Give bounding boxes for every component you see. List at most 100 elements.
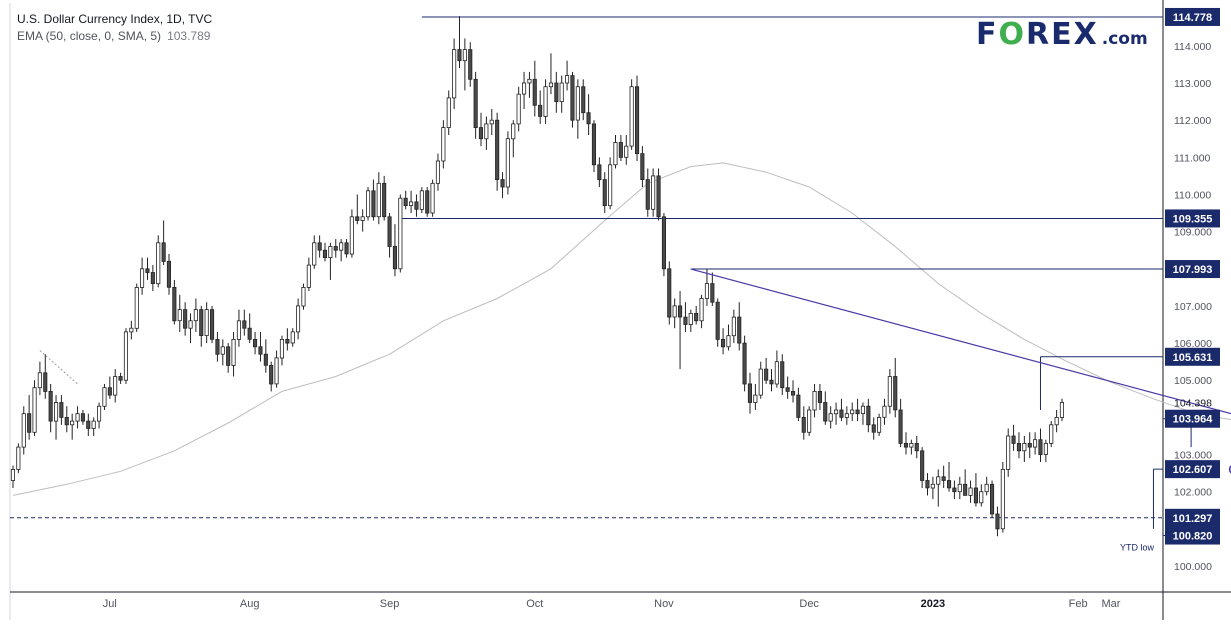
candle[interactable]: [1059, 398, 1065, 422]
candle[interactable]: [807, 406, 812, 436]
candle[interactable]: [882, 398, 887, 425]
candle[interactable]: [791, 380, 796, 403]
candle[interactable]: [629, 79, 634, 150]
candle[interactable]: [737, 302, 742, 351]
candle[interactable]: [220, 339, 225, 366]
candle[interactable]: [979, 484, 984, 507]
candle[interactable]: [489, 109, 494, 136]
candle[interactable]: [86, 413, 91, 436]
candle[interactable]: [446, 90, 451, 136]
candle[interactable]: [898, 398, 903, 448]
level-price-label[interactable]: 109.355: [1165, 209, 1220, 228]
trendline[interactable]: [690, 268, 1231, 417]
candle[interactable]: [392, 224, 397, 277]
candle[interactable]: [602, 172, 607, 214]
candle[interactable]: [495, 112, 500, 191]
candle[interactable]: [91, 417, 96, 436]
candle[interactable]: [726, 324, 731, 351]
candle[interactable]: [365, 187, 371, 221]
candle[interactable]: [973, 473, 978, 507]
candle[interactable]: [247, 313, 252, 344]
candle[interactable]: [527, 71, 532, 98]
candle[interactable]: [473, 71, 478, 139]
level-price-label[interactable]: 103.964: [1165, 409, 1220, 428]
candle[interactable]: [817, 383, 822, 410]
candle[interactable]: [721, 328, 726, 355]
candle[interactable]: [188, 313, 193, 344]
candle[interactable]: [914, 435, 919, 459]
candle[interactable]: [516, 86, 521, 132]
candle[interactable]: [145, 257, 150, 280]
candle[interactable]: [478, 112, 483, 147]
candle[interactable]: [48, 383, 53, 433]
candle[interactable]: [624, 135, 629, 165]
candle[interactable]: [301, 283, 306, 310]
candle[interactable]: [957, 476, 962, 500]
candle[interactable]: [231, 331, 236, 377]
candle[interactable]: [877, 413, 882, 436]
candle[interactable]: [672, 298, 677, 329]
candle[interactable]: [570, 71, 575, 128]
candle[interactable]: [855, 398, 860, 422]
candle[interactable]: [548, 53, 553, 95]
candle[interactable]: [554, 71, 559, 113]
candle[interactable]: [344, 239, 349, 258]
candle[interactable]: [747, 372, 752, 414]
candle[interactable]: [1038, 428, 1043, 462]
candle[interactable]: [963, 469, 968, 496]
candle[interactable]: [199, 305, 204, 347]
candle[interactable]: [608, 157, 613, 210]
candle[interactable]: [532, 60, 537, 117]
candle[interactable]: [834, 402, 839, 425]
candle[interactable]: [866, 398, 871, 433]
candle[interactable]: [349, 209, 354, 258]
candle[interactable]: [699, 294, 704, 329]
candle[interactable]: [990, 480, 995, 518]
candle[interactable]: [871, 417, 876, 440]
candle[interactable]: [37, 361, 42, 396]
candle[interactable]: [785, 376, 790, 399]
candle[interactable]: [215, 331, 220, 362]
candle[interactable]: [183, 302, 188, 336]
candle[interactable]: [10, 465, 16, 488]
candle[interactable]: [16, 443, 21, 474]
candle[interactable]: [801, 406, 806, 440]
candle[interactable]: [457, 16, 462, 69]
candle[interactable]: [575, 79, 580, 139]
candle[interactable]: [452, 38, 457, 110]
candle[interactable]: [129, 320, 134, 340]
candle[interactable]: [322, 242, 327, 262]
candle[interactable]: [263, 339, 268, 373]
candle[interactable]: [984, 476, 989, 496]
level-price-label[interactable]: 105.631: [1165, 347, 1220, 366]
candle[interactable]: [538, 90, 543, 124]
candle[interactable]: [97, 402, 102, 429]
candle[interactable]: [139, 257, 145, 295]
candle[interactable]: [312, 235, 317, 269]
candle[interactable]: [484, 116, 489, 150]
candle[interactable]: [656, 168, 661, 221]
candle[interactable]: [64, 406, 69, 433]
candle[interactable]: [21, 406, 26, 455]
candle[interactable]: [909, 439, 914, 455]
candle[interactable]: [1027, 432, 1032, 459]
candle[interactable]: [688, 309, 693, 332]
candle[interactable]: [844, 406, 849, 425]
candle[interactable]: [435, 153, 440, 191]
candle[interactable]: [398, 194, 403, 273]
candle[interactable]: [209, 305, 215, 344]
level-price-label[interactable]: 101.297: [1165, 508, 1220, 527]
candle[interactable]: [27, 395, 32, 440]
candle[interactable]: [193, 298, 198, 332]
candle[interactable]: [683, 302, 688, 332]
candle[interactable]: [360, 209, 365, 232]
candle[interactable]: [333, 239, 338, 258]
candle[interactable]: [59, 395, 64, 425]
candle[interactable]: [678, 291, 683, 370]
candle[interactable]: [134, 283, 139, 332]
candle[interactable]: [468, 42, 473, 87]
candle[interactable]: [586, 94, 591, 136]
candle[interactable]: [290, 328, 295, 347]
candle[interactable]: [236, 309, 242, 347]
candle[interactable]: [462, 38, 467, 91]
